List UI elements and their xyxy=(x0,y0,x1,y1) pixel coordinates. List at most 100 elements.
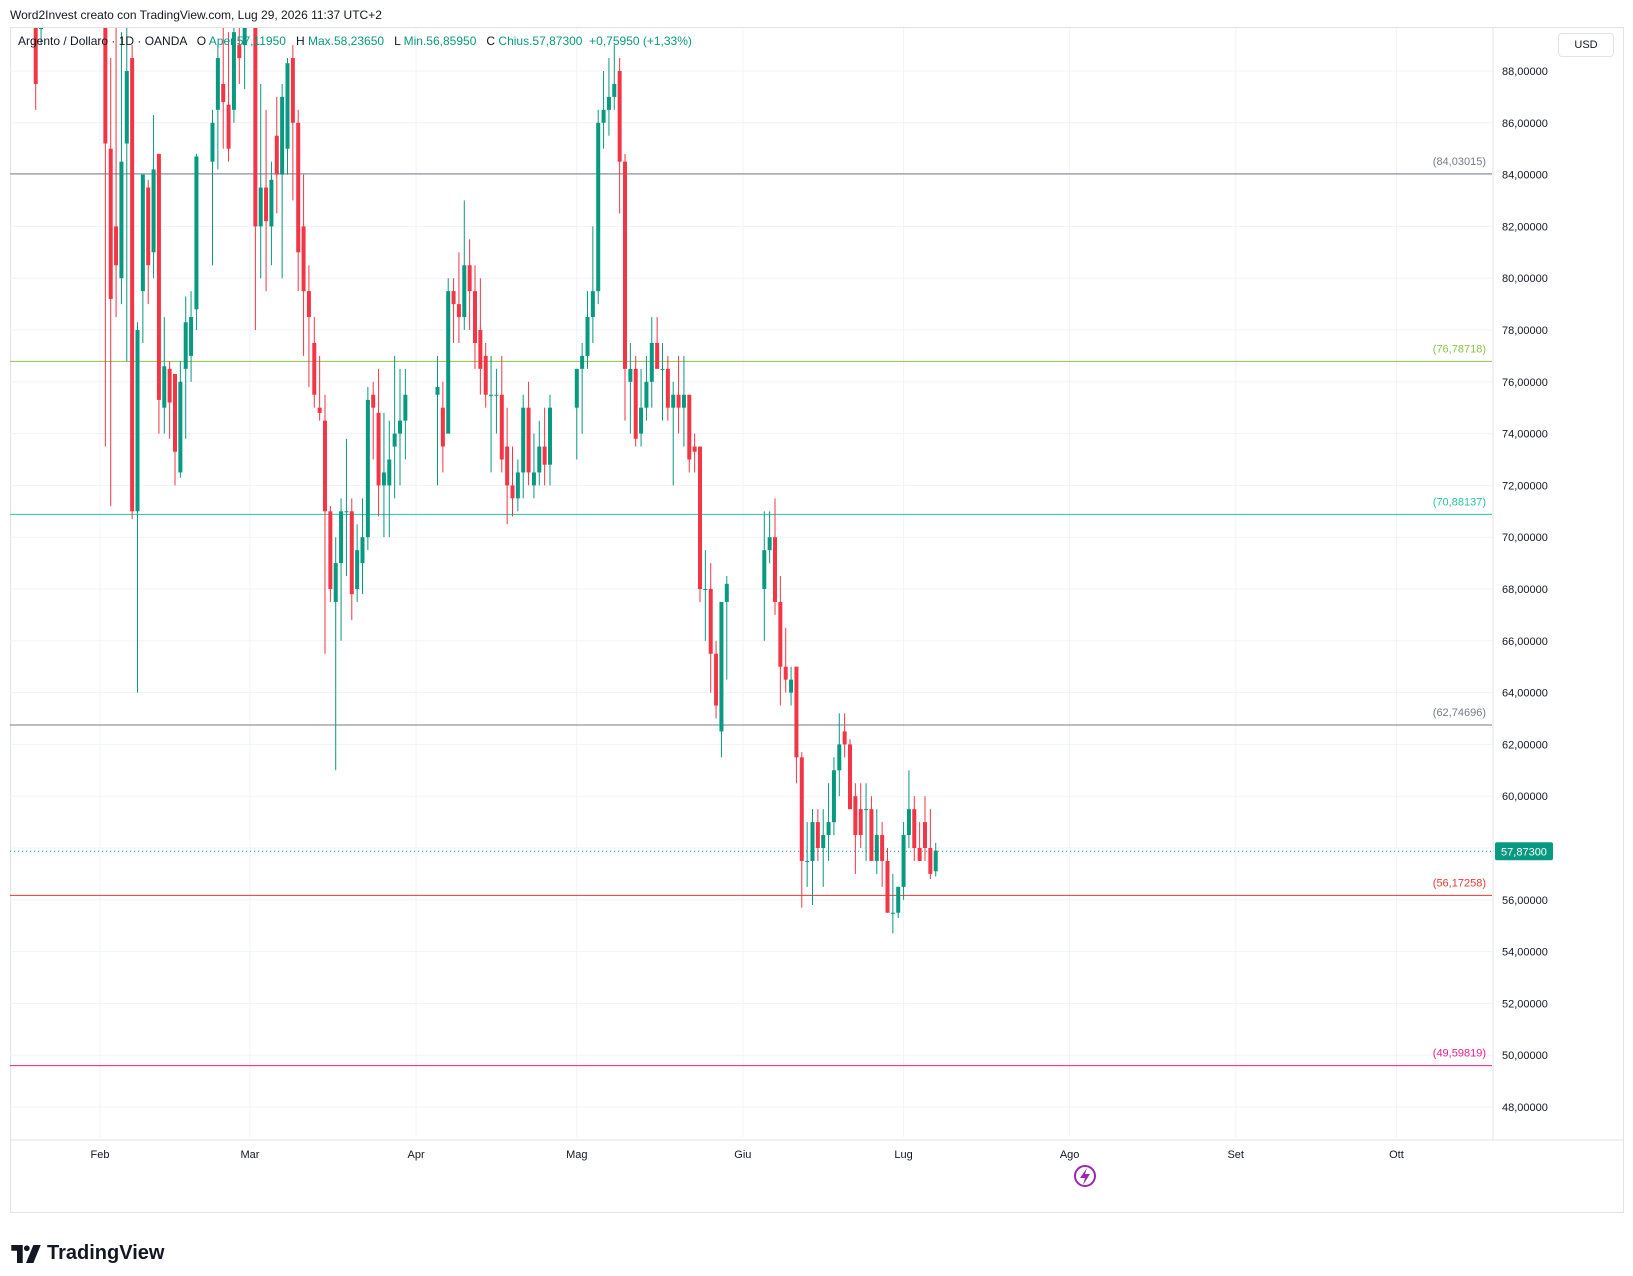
candle-down[interactable] xyxy=(692,433,697,473)
candle-down[interactable] xyxy=(103,28,108,447)
candle-up[interactable] xyxy=(242,28,247,90)
candle-up[interactable] xyxy=(355,524,360,602)
candle-down[interactable] xyxy=(505,407,510,525)
candle-up[interactable] xyxy=(805,822,810,887)
candle-down[interactable] xyxy=(451,278,456,343)
candle-up[interactable] xyxy=(124,28,129,362)
candle-down[interactable] xyxy=(108,58,113,507)
candle-up[interactable] xyxy=(119,32,124,305)
symbol-legend[interactable]: Argento / Dollaro · 1D · OANDA O Aper.57… xyxy=(18,34,692,48)
candle-up[interactable] xyxy=(515,459,520,512)
candle-up[interactable] xyxy=(231,28,236,123)
candle-down[interactable] xyxy=(917,822,922,861)
candle-up[interactable] xyxy=(601,71,606,149)
candle-up[interactable] xyxy=(585,291,590,369)
candle-up[interactable] xyxy=(215,45,220,170)
candle-down[interactable] xyxy=(167,361,172,439)
candle-up[interactable] xyxy=(140,174,145,343)
candle-up[interactable] xyxy=(183,296,188,439)
candle-down[interactable] xyxy=(376,368,381,517)
candle-down[interactable] xyxy=(478,278,483,395)
candle-up[interactable] xyxy=(135,322,140,693)
candle-down[interactable] xyxy=(617,58,622,214)
candle-down[interactable] xyxy=(794,666,799,784)
candle-up[interactable] xyxy=(821,809,826,887)
candle-down[interactable] xyxy=(853,783,858,874)
candle-down[interactable] xyxy=(928,809,933,880)
candle-down[interactable] xyxy=(815,809,820,861)
candle-down[interactable] xyxy=(371,381,376,460)
candle-down[interactable] xyxy=(483,342,488,408)
candle-up[interactable] xyxy=(789,666,794,706)
candle-up[interactable] xyxy=(280,83,285,279)
candle-down[interactable] xyxy=(687,394,692,473)
candle-up[interactable] xyxy=(403,368,408,460)
candle-down[interactable] xyxy=(306,265,311,387)
candle-up[interactable] xyxy=(178,361,183,478)
candle-up[interactable] xyxy=(703,550,708,641)
candle-down[interactable] xyxy=(633,355,638,447)
candle-up[interactable] xyxy=(521,394,526,499)
candle-down[interactable] xyxy=(323,394,327,654)
candle-down[interactable] xyxy=(778,576,783,706)
candle-up[interactable] xyxy=(194,153,199,330)
candle-down[interactable] xyxy=(542,407,547,486)
candle-down[interactable] xyxy=(698,446,702,602)
candle-up[interactable] xyxy=(837,713,842,797)
candle-down[interactable] xyxy=(842,713,847,758)
candle-up[interactable] xyxy=(767,511,772,564)
candle-down[interactable] xyxy=(114,28,119,318)
candle-up[interactable] xyxy=(398,368,402,486)
candle-up[interactable] xyxy=(462,200,467,331)
candle-down[interactable] xyxy=(869,796,874,861)
candle-up[interactable] xyxy=(810,809,815,905)
candle-up[interactable] xyxy=(365,386,370,551)
candle-up[interactable] xyxy=(531,433,536,499)
candle-up[interactable] xyxy=(671,381,676,486)
candle-up[interactable] xyxy=(762,511,767,641)
candle-up[interactable] xyxy=(189,291,194,382)
candle-down[interactable] xyxy=(226,32,231,162)
candle-up[interactable] xyxy=(574,368,579,460)
candle-down[interactable] xyxy=(783,627,788,693)
candle-up[interactable] xyxy=(901,822,906,900)
candle-down[interactable] xyxy=(665,355,670,421)
candle-up[interactable] xyxy=(606,58,611,136)
candle-up[interactable] xyxy=(933,842,938,877)
candle-down[interactable] xyxy=(912,796,917,861)
candle-up[interactable] xyxy=(660,342,665,421)
candle-up[interactable] xyxy=(612,45,617,110)
candle-down[interactable] xyxy=(317,355,322,421)
candle-down[interactable] xyxy=(714,640,719,719)
candle-up[interactable] xyxy=(681,355,686,447)
candle-up[interactable] xyxy=(446,278,451,434)
candle-up[interactable] xyxy=(719,601,724,758)
candle-down[interactable] xyxy=(467,239,472,330)
candle-down[interactable] xyxy=(301,174,306,356)
candle-up[interactable] xyxy=(537,420,542,486)
candle-down[interactable] xyxy=(526,381,531,486)
candle-up[interactable] xyxy=(344,438,349,577)
candle-up[interactable] xyxy=(906,770,911,848)
candle-down[interactable] xyxy=(130,45,135,520)
candle-up[interactable] xyxy=(831,757,836,836)
candle-down[interactable] xyxy=(274,96,279,214)
candle-down[interactable] xyxy=(290,45,295,201)
candle-down[interactable] xyxy=(708,563,713,693)
candle-down[interactable] xyxy=(623,153,627,421)
candle-up[interactable] xyxy=(333,537,338,771)
candle-up[interactable] xyxy=(826,783,831,861)
candle-up[interactable] xyxy=(39,28,44,46)
candle-up[interactable] xyxy=(489,355,494,473)
candle-up[interactable] xyxy=(258,83,263,279)
candle-up[interactable] xyxy=(435,355,440,486)
candle-up[interactable] xyxy=(548,394,552,486)
candle-down[interactable] xyxy=(499,355,504,473)
candle-down[interactable] xyxy=(264,109,269,292)
candle-down[interactable] xyxy=(676,355,681,434)
candle-down[interactable] xyxy=(253,28,258,330)
candle-down[interactable] xyxy=(456,252,461,343)
candle-up[interactable] xyxy=(580,342,585,434)
candle-down[interactable] xyxy=(173,374,177,486)
